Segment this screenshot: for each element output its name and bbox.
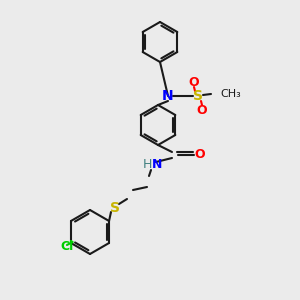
Text: CH₃: CH₃ (220, 89, 241, 99)
Text: N: N (162, 89, 174, 103)
Text: O: O (195, 148, 205, 161)
Text: O: O (189, 76, 199, 88)
Text: H: H (142, 158, 152, 170)
Text: Cl: Cl (60, 241, 74, 254)
Text: S: S (193, 89, 203, 103)
Text: N: N (152, 158, 162, 170)
Text: O: O (197, 103, 207, 116)
Text: S: S (110, 201, 120, 215)
